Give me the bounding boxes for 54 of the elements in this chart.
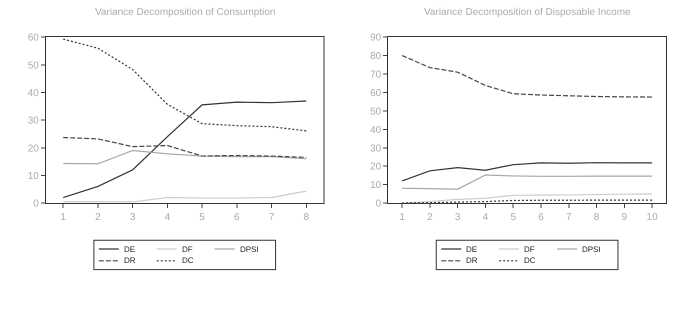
x-tick-label: 4 <box>482 212 489 224</box>
y-tick-label: 80 <box>370 51 382 62</box>
x-tick-label: 3 <box>130 212 136 224</box>
legend-label: DF <box>182 245 193 254</box>
x-tick-label: 1 <box>399 212 406 224</box>
x-tick-label: 7 <box>268 212 275 224</box>
x-tick-label: 1 <box>60 212 66 224</box>
legend-label: DC <box>524 256 536 265</box>
y-tick-label: 0 <box>33 198 40 210</box>
y-tick-label: 10 <box>370 180 382 192</box>
x-tick-label: 7 <box>566 212 572 224</box>
legend-label: DC <box>182 256 194 265</box>
y-tick-label: 60 <box>28 32 40 44</box>
x-tick-label: 2 <box>95 212 102 224</box>
legend-label: DE <box>466 245 478 254</box>
y-tick-label: 90 <box>370 32 382 44</box>
y-tick-label: 50 <box>28 60 40 72</box>
line-series <box>62 190 307 203</box>
legend-label: DF <box>524 245 535 254</box>
legend-label: DE <box>124 245 136 254</box>
x-tick-label: 9 <box>622 212 628 224</box>
legend-label: DPSI <box>240 245 259 254</box>
y-tick-label: 50 <box>370 106 382 118</box>
x-tick-label: 5 <box>510 212 516 224</box>
y-tick-label: 10 <box>28 170 40 182</box>
y-tick-label: 70 <box>370 70 382 81</box>
x-tick-label: 3 <box>454 212 461 224</box>
line-series <box>402 193 653 204</box>
legend-label: DR <box>466 256 478 265</box>
y-tick-label: 20 <box>28 143 40 154</box>
y-tick-label: 60 <box>370 88 382 99</box>
x-tick-label: 6 <box>234 212 240 224</box>
line-series <box>62 136 307 158</box>
line-series <box>62 150 307 164</box>
legend-label: DR <box>124 256 136 265</box>
y-tick-label: 0 <box>376 198 382 210</box>
legend-label: DPSI <box>582 245 601 254</box>
y-tick-label: 20 <box>370 162 382 173</box>
y-tick-label: 40 <box>370 124 382 136</box>
x-tick-label: 8 <box>303 212 310 224</box>
x-tick-label: 8 <box>594 212 600 224</box>
line-series <box>402 162 653 182</box>
x-tick-label: 5 <box>199 212 206 224</box>
y-tick-label: 40 <box>28 88 40 99</box>
x-tick-label: 2 <box>427 212 434 224</box>
x-tick-label: 4 <box>164 212 171 224</box>
x-tick-label: 6 <box>538 212 544 224</box>
line-series <box>402 54 653 98</box>
y-tick-label: 30 <box>370 143 382 154</box>
y-tick-label: 30 <box>28 116 40 127</box>
chart-title: Variance Decomposition of Disposable Income <box>424 7 632 18</box>
line-series <box>402 174 653 190</box>
chart-title: Variance Decomposition of Consumption <box>95 7 276 18</box>
x-tick-label: 10 <box>646 212 658 224</box>
